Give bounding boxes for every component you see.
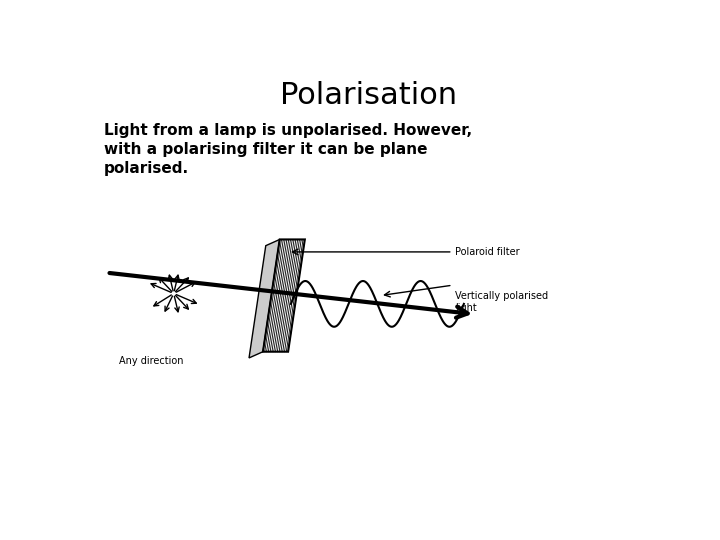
Text: Light from a lamp is unpolarised. However,
with a polarising filter it can be pl: Light from a lamp is unpolarised. Howeve… (104, 123, 472, 177)
Text: Polaroid filter: Polaroid filter (456, 247, 520, 257)
Polygon shape (263, 239, 305, 352)
Text: Any direction: Any direction (119, 356, 184, 366)
Text: Vertically polarised
light: Vertically polarised light (456, 292, 549, 313)
Text: Polarisation: Polarisation (280, 82, 458, 111)
Polygon shape (249, 239, 280, 358)
